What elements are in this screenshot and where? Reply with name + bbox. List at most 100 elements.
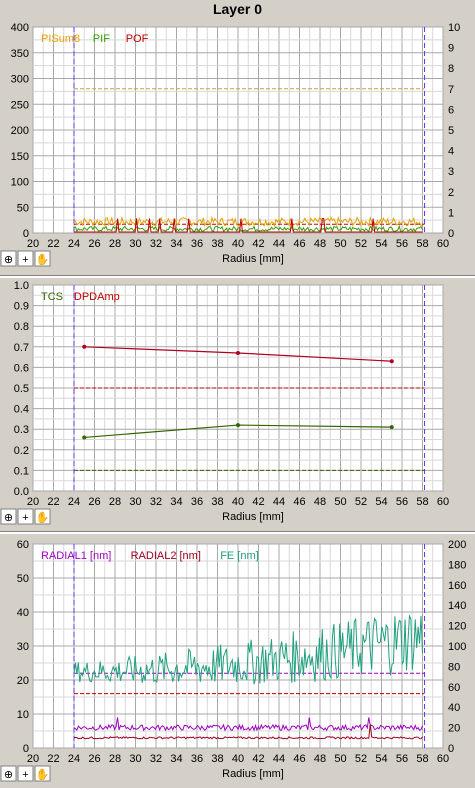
x-tick-label: 40 bbox=[232, 238, 244, 250]
y-tick-label-left: 300 bbox=[11, 74, 29, 86]
zoom-icon-frame bbox=[0, 508, 17, 525]
x-tick-label: 58 bbox=[416, 753, 428, 765]
x-tick-label: 42 bbox=[252, 753, 264, 765]
x-tick-label: 42 bbox=[252, 496, 264, 508]
hand-pan-icon-glyph: ✋ bbox=[36, 511, 50, 524]
hand-pan-icon-frame bbox=[34, 250, 51, 267]
x-tick-label: 22 bbox=[47, 496, 59, 508]
x-tick-label: 36 bbox=[191, 238, 203, 250]
y-tick-label-right: 10 bbox=[448, 22, 460, 34]
y-tick-label-left: 0.3 bbox=[14, 424, 29, 436]
y-tick-label-left: 0 bbox=[23, 228, 29, 240]
data-point bbox=[236, 350, 240, 355]
y-tick-label-right: 60 bbox=[448, 682, 460, 694]
x-tick-label: 44 bbox=[273, 753, 285, 765]
hand-pan-icon[interactable]: ✋ bbox=[34, 765, 51, 782]
legend-entry: TCS bbox=[41, 291, 63, 303]
legend-entry: PISum8 bbox=[41, 33, 80, 45]
x-tick-label: 38 bbox=[211, 496, 223, 508]
x-tick-label: 34 bbox=[170, 753, 182, 765]
crosshair-icon[interactable]: + bbox=[17, 765, 34, 782]
x-tick-label: 54 bbox=[375, 238, 387, 250]
y-tick-label-left: 20 bbox=[17, 675, 29, 687]
y-tick-label-left: 150 bbox=[11, 151, 29, 163]
series-line bbox=[73, 724, 423, 740]
x-tick-label: 50 bbox=[334, 753, 346, 765]
y-tick-label-right: 6 bbox=[448, 104, 454, 116]
x-tick-label: 56 bbox=[396, 753, 408, 765]
x-tick-label: 60 bbox=[437, 496, 449, 508]
hand-pan-icon-frame bbox=[34, 508, 51, 525]
x-tick-label: 30 bbox=[129, 753, 141, 765]
zoom-icon[interactable]: ⊕ bbox=[0, 765, 17, 782]
crosshair-icon[interactable]: + bbox=[17, 508, 34, 525]
y-tick-label-right: 40 bbox=[448, 702, 460, 714]
y-tick-label-left: 30 bbox=[17, 641, 29, 653]
x-tick-label: 50 bbox=[334, 496, 346, 508]
x-tick-label: 54 bbox=[375, 496, 387, 508]
y-tick-label-left: 0.8 bbox=[14, 321, 29, 333]
series-line bbox=[73, 224, 423, 233]
crosshair-icon[interactable]: + bbox=[17, 250, 34, 267]
legend-entry: RADIAL2 [nm] bbox=[131, 550, 201, 562]
x-tick-label: 46 bbox=[293, 238, 305, 250]
legend-entry: PIF bbox=[93, 33, 110, 45]
y-tick-label-right: 3 bbox=[448, 166, 454, 178]
y-tick-label-right: 4 bbox=[448, 146, 454, 158]
data-point bbox=[82, 435, 87, 440]
series-line bbox=[73, 614, 423, 685]
y-tick-label-left: 0.4 bbox=[14, 404, 29, 416]
x-tick-label: 20 bbox=[27, 496, 39, 508]
y-tick-label-left: 0 bbox=[23, 743, 29, 755]
x-tick-label: 24 bbox=[68, 753, 80, 765]
zoom-icon-frame bbox=[0, 250, 17, 267]
y-tick-label-left: 10 bbox=[17, 709, 29, 721]
x-tick-label: 52 bbox=[355, 238, 367, 250]
x-tick-label: 48 bbox=[314, 753, 326, 765]
x-tick-label: 20 bbox=[27, 238, 39, 250]
y-tick-label-left: 0.0 bbox=[14, 486, 29, 498]
zoom-icon-glyph: ⊕ bbox=[4, 512, 13, 524]
data-point bbox=[389, 425, 394, 430]
x-tick-label: 22 bbox=[47, 753, 59, 765]
hand-pan-icon-glyph: ✋ bbox=[36, 768, 50, 781]
y-tick-label-left: 0.2 bbox=[14, 445, 29, 457]
zoom-icon[interactable]: ⊕ bbox=[0, 250, 17, 267]
x-tick-label: 28 bbox=[109, 238, 121, 250]
crosshair-icon-frame bbox=[17, 765, 34, 782]
x-tick-label: 58 bbox=[416, 496, 428, 508]
y-tick-label-left: 60 bbox=[17, 539, 29, 551]
x-tick-label: 46 bbox=[293, 496, 305, 508]
legend-entry: RADIAL1 [nm] bbox=[41, 550, 111, 562]
chart-panel-2: 20 22 24 26 28 30 32 34 36 38 40 42 44 46 48 50 52 54 56 58… bbox=[0, 278, 475, 530]
x-axis-label: Radius [mm] bbox=[222, 253, 284, 265]
zoom-icon-glyph: ⊕ bbox=[4, 769, 13, 781]
panel-divider bbox=[0, 531, 475, 534]
x-tick-label: 48 bbox=[314, 238, 326, 250]
x-tick-label: 24 bbox=[68, 238, 80, 250]
hand-pan-icon[interactable]: ✋ bbox=[34, 250, 51, 267]
y-tick-label-right: 100 bbox=[448, 641, 466, 653]
x-tick-label: 54 bbox=[375, 753, 387, 765]
x-tick-label: 38 bbox=[211, 238, 223, 250]
y-tick-label-left: 200 bbox=[11, 125, 29, 137]
x-tick-label: 34 bbox=[170, 496, 182, 508]
x-tick-label: 28 bbox=[109, 753, 121, 765]
y-tick-label-left: 350 bbox=[11, 48, 29, 60]
chart-3: 20 22 24 26 28 30 32 34 36 38 40 42 44 46 48 50 52 54 56 58… bbox=[0, 539, 466, 782]
x-tick-label: 36 bbox=[191, 496, 203, 508]
y-tick-label-left: 40 bbox=[17, 607, 29, 619]
y-tick-label-right: 5 bbox=[448, 125, 454, 137]
x-tick-label: 52 bbox=[355, 496, 367, 508]
legend-entry: POF bbox=[126, 33, 149, 45]
panel-divider bbox=[0, 275, 475, 278]
y-tick-label-left: 0.1 bbox=[14, 465, 29, 477]
y-tick-label-right: 0 bbox=[448, 228, 454, 240]
crosshair-icon-frame bbox=[17, 250, 34, 267]
zoom-icon[interactable]: ⊕ bbox=[0, 508, 17, 525]
x-tick-label: 38 bbox=[211, 753, 223, 765]
zoom-icon-glyph: ⊕ bbox=[4, 254, 13, 266]
hand-pan-icon[interactable]: ✋ bbox=[34, 508, 51, 525]
x-tick-label: 48 bbox=[314, 496, 326, 508]
x-tick-label: 24 bbox=[68, 496, 80, 508]
